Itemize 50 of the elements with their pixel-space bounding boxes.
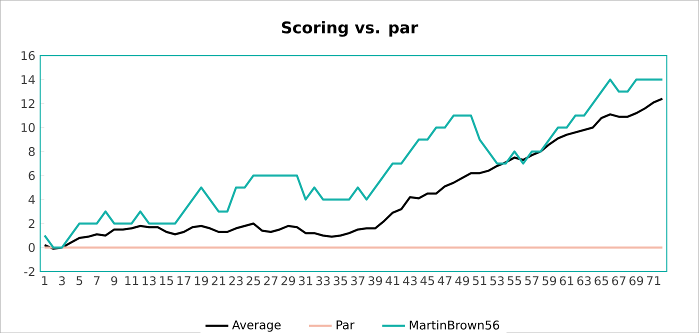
x-tick-label: 9 bbox=[111, 276, 118, 286]
y-tick-label: 14 bbox=[22, 75, 35, 84]
x-tick-label: 43 bbox=[403, 276, 417, 286]
x-tick-label: 45 bbox=[420, 276, 434, 286]
legend-label: MartinBrown56 bbox=[410, 320, 500, 330]
x-tick-label: 47 bbox=[438, 276, 452, 285]
y-tick-label: 6 bbox=[28, 170, 35, 180]
x-tick-label: 33 bbox=[316, 276, 330, 286]
x-tick-label: 17 bbox=[178, 276, 190, 285]
x-tick-label: 25 bbox=[246, 276, 260, 286]
x-tick-label: 39 bbox=[368, 276, 382, 286]
x-tick-label: 41 bbox=[386, 276, 400, 285]
x-tick-label: 63 bbox=[577, 276, 591, 286]
y-tick-label: 0 bbox=[28, 242, 35, 252]
y-tick-label: 16 bbox=[22, 51, 35, 60]
x-tick-label: 23 bbox=[229, 276, 243, 286]
y-tick-label: 10 bbox=[22, 122, 35, 132]
x-tick-label: 29 bbox=[281, 276, 296, 286]
y-tick-label: 8 bbox=[28, 146, 35, 156]
x-tick-label: 1 bbox=[42, 276, 48, 285]
legend-label: Average bbox=[232, 320, 281, 332]
x-tick-label: 65 bbox=[594, 276, 608, 286]
y-tick-label: 12 bbox=[22, 99, 34, 108]
x-tick-label: 3 bbox=[59, 276, 65, 286]
chart-title: Scoring vs. par bbox=[282, 21, 418, 37]
x-tick-label: 53 bbox=[490, 276, 504, 286]
x-tick-label: 11 bbox=[125, 276, 138, 285]
y-tick-label: 2 bbox=[28, 219, 34, 228]
y-tick-label: -2 bbox=[24, 267, 34, 276]
x-tick-label: 19 bbox=[194, 276, 208, 286]
x-tick-label: 27 bbox=[264, 276, 278, 286]
x-tick-label: 7 bbox=[94, 276, 100, 285]
x-tick-label: 15 bbox=[160, 276, 174, 286]
x-tick-label: 61 bbox=[560, 276, 574, 286]
x-tick-label: 49 bbox=[455, 276, 470, 286]
x-tick-label: 59 bbox=[542, 276, 556, 286]
x-tick-label: 55 bbox=[508, 276, 522, 286]
x-tick-label: 21 bbox=[212, 276, 226, 286]
x-tick-label: 71 bbox=[647, 276, 660, 285]
x-tick-label: 35 bbox=[334, 276, 348, 286]
x-tick-label: 51 bbox=[472, 276, 486, 286]
x-tick-label: 57 bbox=[525, 276, 538, 286]
x-tick-label: 5 bbox=[76, 276, 82, 286]
x-tick-label: 31 bbox=[298, 276, 312, 286]
x-tick-label: 67 bbox=[612, 276, 626, 286]
x-tick-label: 69 bbox=[629, 276, 644, 286]
x-tick-label: 37 bbox=[351, 276, 364, 286]
legend-label: Par bbox=[336, 320, 354, 330]
x-tick-label: 13 bbox=[142, 276, 156, 286]
y-tick-label: 4 bbox=[28, 195, 35, 204]
